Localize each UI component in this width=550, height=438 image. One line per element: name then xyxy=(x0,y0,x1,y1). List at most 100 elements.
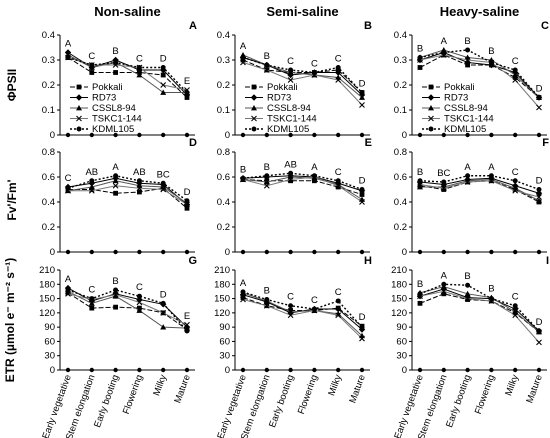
significance-letter: D xyxy=(160,54,167,65)
data-point xyxy=(65,55,71,60)
data-point xyxy=(112,182,119,189)
data-point xyxy=(536,194,542,200)
legend-marker xyxy=(250,94,258,101)
data-point xyxy=(464,290,471,297)
data-point xyxy=(359,324,365,330)
x-tick-marker xyxy=(441,132,446,138)
significance-letter: B xyxy=(264,286,270,297)
significance-letter: B xyxy=(488,46,494,57)
data-point xyxy=(113,304,118,310)
data-point xyxy=(441,187,447,192)
legend-marker xyxy=(251,126,257,132)
y-tick-label: 210 xyxy=(391,265,407,276)
series-line xyxy=(419,283,540,332)
y-tick-label: 0.6 xyxy=(42,172,55,183)
series-line xyxy=(242,294,363,330)
data-point xyxy=(88,300,95,306)
data-point xyxy=(89,62,95,68)
y-tick-label: 0 xyxy=(225,130,230,141)
legend-marker xyxy=(75,94,83,101)
panel-letter: F xyxy=(542,137,549,149)
legend-entry: RD73 xyxy=(444,93,468,104)
data-point xyxy=(184,90,190,95)
series-pokkali xyxy=(240,177,365,197)
data-point xyxy=(465,173,471,179)
panel-F: 0 0.2 0.4 0.6 0.8 F B BC A A C D xyxy=(394,137,549,258)
y-tick-label: 0.8 xyxy=(217,147,230,158)
x-category-label: Milky xyxy=(503,373,521,397)
significance-letter: C xyxy=(335,54,342,65)
panel-letter: G xyxy=(188,255,197,267)
x-tick-marker xyxy=(489,249,494,255)
x-tick-marker xyxy=(161,249,166,255)
data-point xyxy=(113,60,119,65)
y-tick-label: 0 xyxy=(50,247,55,258)
data-point xyxy=(136,293,142,299)
data-point xyxy=(359,187,365,192)
significance-letter: C xyxy=(136,282,143,293)
significance-letter: A xyxy=(311,162,318,173)
significance-letter: D xyxy=(184,187,191,198)
series-line xyxy=(242,176,363,203)
data-point xyxy=(240,55,246,60)
data-point xyxy=(160,180,166,186)
data-point xyxy=(464,57,471,63)
x-tick-marker xyxy=(465,249,470,255)
data-point xyxy=(288,303,294,309)
x-tick-marker xyxy=(417,249,423,255)
x-tick-marker xyxy=(184,367,190,373)
legend-marker xyxy=(428,84,434,90)
y-tick-label: 60 xyxy=(44,336,55,347)
data-point xyxy=(359,102,365,108)
y-tick-label: 0.2 xyxy=(394,80,407,91)
series-kdml105 xyxy=(417,281,542,334)
significance-letter: D xyxy=(160,289,167,300)
data-point xyxy=(89,178,95,184)
series-line xyxy=(67,289,188,332)
x-tick-marker xyxy=(336,249,341,255)
data-point xyxy=(184,198,190,204)
data-point xyxy=(512,77,519,83)
panel-letter: H xyxy=(364,255,372,267)
x-tick-marker xyxy=(536,249,542,255)
y-tick-label: 0 xyxy=(50,130,55,141)
data-point xyxy=(488,60,494,65)
panel-E: 0 0.2 0.4 0.6 0.8 E B B AB A C D xyxy=(217,137,372,258)
significance-letter: AB xyxy=(85,167,98,178)
x-tick-marker xyxy=(65,132,71,138)
data-point xyxy=(335,65,341,70)
data-point xyxy=(89,70,95,75)
data-point xyxy=(89,187,95,192)
data-point xyxy=(335,312,342,319)
y-tick-label: 0.4 xyxy=(394,30,407,41)
significance-letter: C xyxy=(65,173,72,184)
x-category-label: Mature xyxy=(524,373,544,405)
y-tick-label: 0.1 xyxy=(217,105,230,116)
x-tick-marker xyxy=(312,132,317,138)
legend-entry: KDML105 xyxy=(267,124,309,135)
panel-B: 0 0.1 0.2 0.3 0.4 B A B C C C D PokkaliRD73CSSL8-94T… xyxy=(217,20,372,141)
y-tick-label: 150 xyxy=(214,294,230,305)
legend-entry: TSKC1-144 xyxy=(92,114,142,125)
data-point xyxy=(264,173,270,179)
series-line xyxy=(67,293,188,326)
x-tick-marker xyxy=(288,249,293,255)
data-point xyxy=(113,173,119,179)
y-tick-label: 0.4 xyxy=(394,197,407,208)
y-tick-label: 60 xyxy=(219,336,230,347)
x-tick-marker xyxy=(89,132,95,138)
series-line xyxy=(242,62,363,106)
data-point xyxy=(288,178,293,184)
column-title: Heavy-saline xyxy=(440,4,520,19)
data-point xyxy=(160,89,167,95)
data-point xyxy=(488,177,495,184)
y-tick-label: 0.2 xyxy=(42,80,55,91)
series-line xyxy=(67,177,188,205)
y-tick-label: 0.6 xyxy=(217,172,230,183)
x-tick-marker xyxy=(65,367,71,373)
data-point xyxy=(441,179,447,185)
panel-C: 0 0.1 0.2 0.3 0.4 C B A B B C D PokkaliRD73CSSL8-94T… xyxy=(394,20,549,141)
significance-letter: E xyxy=(184,76,190,87)
x-category-label: Flowering xyxy=(121,373,145,415)
